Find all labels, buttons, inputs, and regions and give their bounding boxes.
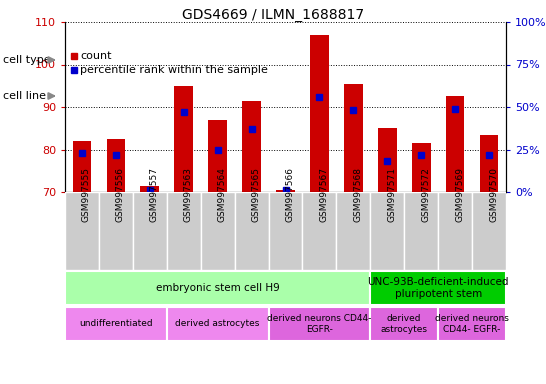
Text: GSM997566: GSM997566 [286,167,294,222]
Bar [336,192,370,270]
Bar [302,192,336,270]
Bar [370,192,404,270]
Text: count: count [80,51,111,61]
Bar [65,271,370,305]
Bar [106,139,125,192]
Bar [480,135,498,192]
Bar [269,307,370,341]
Text: GSM997564: GSM997564 [218,167,227,222]
Bar [99,192,133,270]
Text: derived neurons
CD44- EGFR-: derived neurons CD44- EGFR- [435,314,509,334]
Bar [438,307,506,341]
Bar [65,192,99,270]
Bar [209,120,227,192]
Bar [167,307,269,341]
Text: GSM997568: GSM997568 [353,167,363,222]
Text: GSM997567: GSM997567 [319,167,329,222]
Text: GSM997570: GSM997570 [489,167,498,222]
Bar [73,141,91,192]
Bar [235,192,269,270]
Bar [269,192,302,270]
Bar [167,192,201,270]
Text: GSM997571: GSM997571 [387,167,396,222]
Text: derived astrocytes: derived astrocytes [175,319,260,328]
Text: GSM997555: GSM997555 [82,167,91,222]
Text: derived neurons CD44-
EGFR-: derived neurons CD44- EGFR- [267,314,372,334]
Text: undifferentiated: undifferentiated [79,319,153,328]
Text: GSM997563: GSM997563 [184,167,193,222]
Text: GSM997572: GSM997572 [421,167,430,222]
Bar [412,143,431,192]
Bar [472,192,506,270]
Bar [446,96,465,192]
Text: embryonic stem cell H9: embryonic stem cell H9 [156,283,280,293]
Text: derived
astrocytes: derived astrocytes [381,314,428,334]
Text: UNC-93B-deficient-induced
pluripotent stem: UNC-93B-deficient-induced pluripotent st… [367,277,509,299]
Bar [133,192,167,270]
Text: cell type: cell type [3,55,51,65]
Text: GSM997557: GSM997557 [150,167,159,222]
Bar [378,128,396,192]
Bar [174,86,193,192]
Bar [201,192,235,270]
Text: GSM997565: GSM997565 [252,167,260,222]
Bar [404,192,438,270]
Text: percentile rank within the sample: percentile rank within the sample [80,65,268,75]
Bar [370,307,438,341]
Bar [65,307,167,341]
Bar [276,190,295,192]
Bar [344,84,363,192]
Text: cell line: cell line [3,91,46,101]
Bar [140,185,159,192]
Text: GDS4669 / ILMN_1688817: GDS4669 / ILMN_1688817 [182,8,364,22]
Bar [310,35,329,192]
Bar [438,192,472,270]
Bar [370,271,506,305]
Bar [242,101,261,192]
Text: GSM997556: GSM997556 [116,167,125,222]
Text: GSM997569: GSM997569 [455,167,464,222]
